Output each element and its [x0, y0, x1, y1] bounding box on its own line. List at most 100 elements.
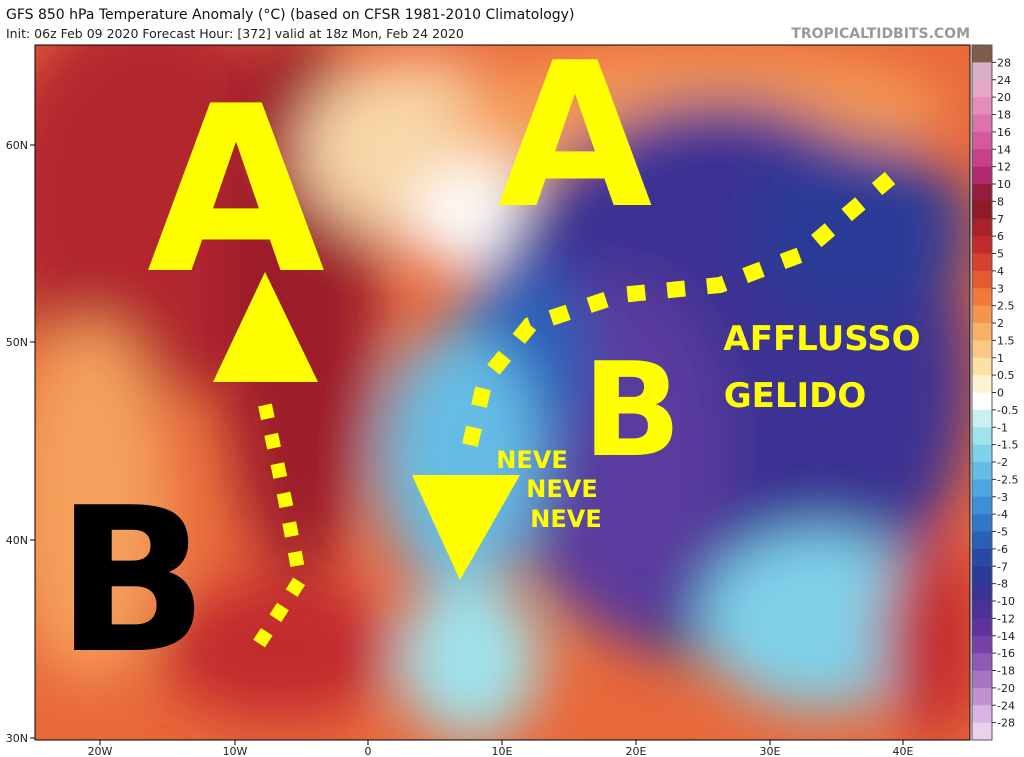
colorbar-label: 6	[997, 230, 1004, 243]
colorbar-label: 1.5	[997, 334, 1015, 347]
colorbar-swatch	[972, 236, 992, 254]
colorbar-swatch	[972, 601, 992, 619]
colorbar-label: -1	[997, 421, 1008, 434]
map-field	[35, 45, 970, 740]
colorbar-label: 2	[997, 317, 1004, 330]
colorbar-label: -5	[997, 526, 1008, 539]
site: TROPICALTIDBITS.COM	[791, 26, 970, 42]
colorbar-label: -3	[997, 491, 1008, 504]
colorbar-swatch	[972, 548, 992, 567]
neve: NEVE	[496, 446, 567, 474]
colorbar: 28 24 20 18 16 14 12 10 8 7 6 5 4 3 2.5 2 1.5 1 0.5 0 -0.5 -1…	[971, 44, 1018, 741]
lon-label: 40E	[893, 745, 914, 757]
colorbar-swatch	[972, 566, 992, 585]
colorbar-label: -24	[997, 699, 1015, 712]
lat-label: 30N	[6, 732, 28, 745]
colorbar-label: -7	[997, 560, 1008, 573]
label-b: B	[582, 334, 681, 486]
colorbar-label: 7	[997, 213, 1004, 226]
colorbar-swatch	[972, 79, 992, 98]
colorbar-label: 0.5	[997, 369, 1015, 382]
colorbar-swatch	[972, 670, 992, 689]
colorbar-swatch	[972, 288, 992, 307]
colorbar-swatch	[972, 166, 992, 185]
colorbar-label: 14	[997, 143, 1011, 156]
colorbar-label: 5	[997, 248, 1004, 261]
colorbar-swatch	[972, 340, 992, 359]
neve: NEVE	[530, 505, 601, 533]
colorbar-label: -10	[997, 595, 1015, 608]
colorbar-swatch	[972, 427, 992, 446]
colorbar-label: -28	[997, 717, 1015, 730]
colorbar-label: 10	[997, 178, 1011, 191]
colorbar-label: 18	[997, 109, 1011, 122]
colorbar-swatch	[972, 514, 992, 532]
colorbar-swatch	[972, 409, 992, 428]
colorbar-swatch	[972, 392, 992, 411]
colorbar-swatch	[972, 618, 992, 637]
colorbar-label: -12	[997, 612, 1015, 625]
colorbar-label: -1.5	[997, 439, 1018, 452]
annotations: A A B B NEVE NEVE NEVE AFFLUSSO GELIDO	[56, 20, 921, 698]
colorbar-label: 16	[997, 126, 1011, 139]
colorbar-swatch	[972, 323, 992, 341]
lon-label: 0	[365, 745, 372, 757]
arrow-up	[213, 272, 318, 382]
gelido: GELIDO	[724, 376, 867, 416]
colorbar-swatch	[972, 531, 992, 550]
lon-label: 20W	[88, 745, 113, 757]
colorbar-label: 3	[997, 282, 1004, 295]
colorbar-label: -6	[997, 543, 1008, 556]
colorbar-swatch	[972, 149, 992, 168]
colorbar-swatch	[972, 253, 992, 272]
arrow-down	[412, 475, 520, 580]
colorbar-label: 8	[997, 195, 1004, 208]
colorbar-swatch	[972, 722, 992, 741]
colorbar-swatch	[972, 184, 992, 202]
colorbar-label: 2.5	[997, 300, 1015, 313]
colorbar-label: -0.5	[997, 404, 1018, 417]
lon-label: 30E	[760, 745, 781, 757]
colorbar-swatch	[972, 305, 992, 324]
colorbar-label: 1	[997, 352, 1004, 365]
colorbar-label: -4	[997, 508, 1008, 521]
colorbar-swatch	[972, 45, 992, 63]
colorbar-label: -18	[997, 665, 1015, 678]
neve: NEVE	[526, 475, 597, 503]
colorbar-label: 28	[997, 56, 1011, 69]
title: GFS 850 hPa Temperature Anomaly (°C) (ba…	[6, 7, 574, 23]
colorbar-swatch	[972, 635, 992, 654]
colorbar-swatch	[972, 687, 992, 706]
subtitle: Init: 06z Feb 09 2020 Forecast Hour: [37…	[6, 26, 464, 41]
colorbar-label: 0	[997, 387, 1004, 400]
colorbar-swatch	[972, 357, 992, 376]
colorbar-label: -20	[997, 682, 1015, 695]
colorbar-swatch	[972, 270, 992, 289]
lon-label: 20E	[626, 745, 647, 757]
afflusso: AFFLUSSO	[723, 319, 920, 359]
colorbar-swatch	[972, 583, 992, 602]
colorbar-swatch	[972, 114, 992, 133]
colorbar-label: -8	[997, 578, 1008, 591]
colorbar-label: -14	[997, 630, 1015, 643]
colorbar-label: -16	[997, 647, 1015, 660]
lat-label: 50N	[6, 336, 28, 349]
axes: 60N 50N 40N 30N 20W 10W 0 10E 20E 30E 40E	[6, 139, 914, 757]
colorbar-swatch	[972, 496, 992, 515]
colorbar-swatch	[972, 375, 992, 393]
colorbar-swatch	[972, 218, 992, 237]
colorbar-label: 12	[997, 161, 1011, 174]
lon-label: 10W	[223, 745, 248, 757]
colorbar-swatch	[972, 131, 992, 150]
colorbar-label: 24	[997, 74, 1011, 87]
label-a: A	[147, 58, 325, 325]
colorbar-swatch	[972, 705, 992, 724]
colorbar-swatch	[972, 201, 992, 220]
lat-label: 60N	[6, 139, 28, 152]
label-a: A	[498, 20, 653, 253]
colorbar-swatch	[972, 62, 992, 81]
colorbar-label: -2.5	[997, 473, 1018, 486]
colorbar-swatch	[972, 444, 992, 463]
colorbar-swatch	[972, 97, 992, 115]
